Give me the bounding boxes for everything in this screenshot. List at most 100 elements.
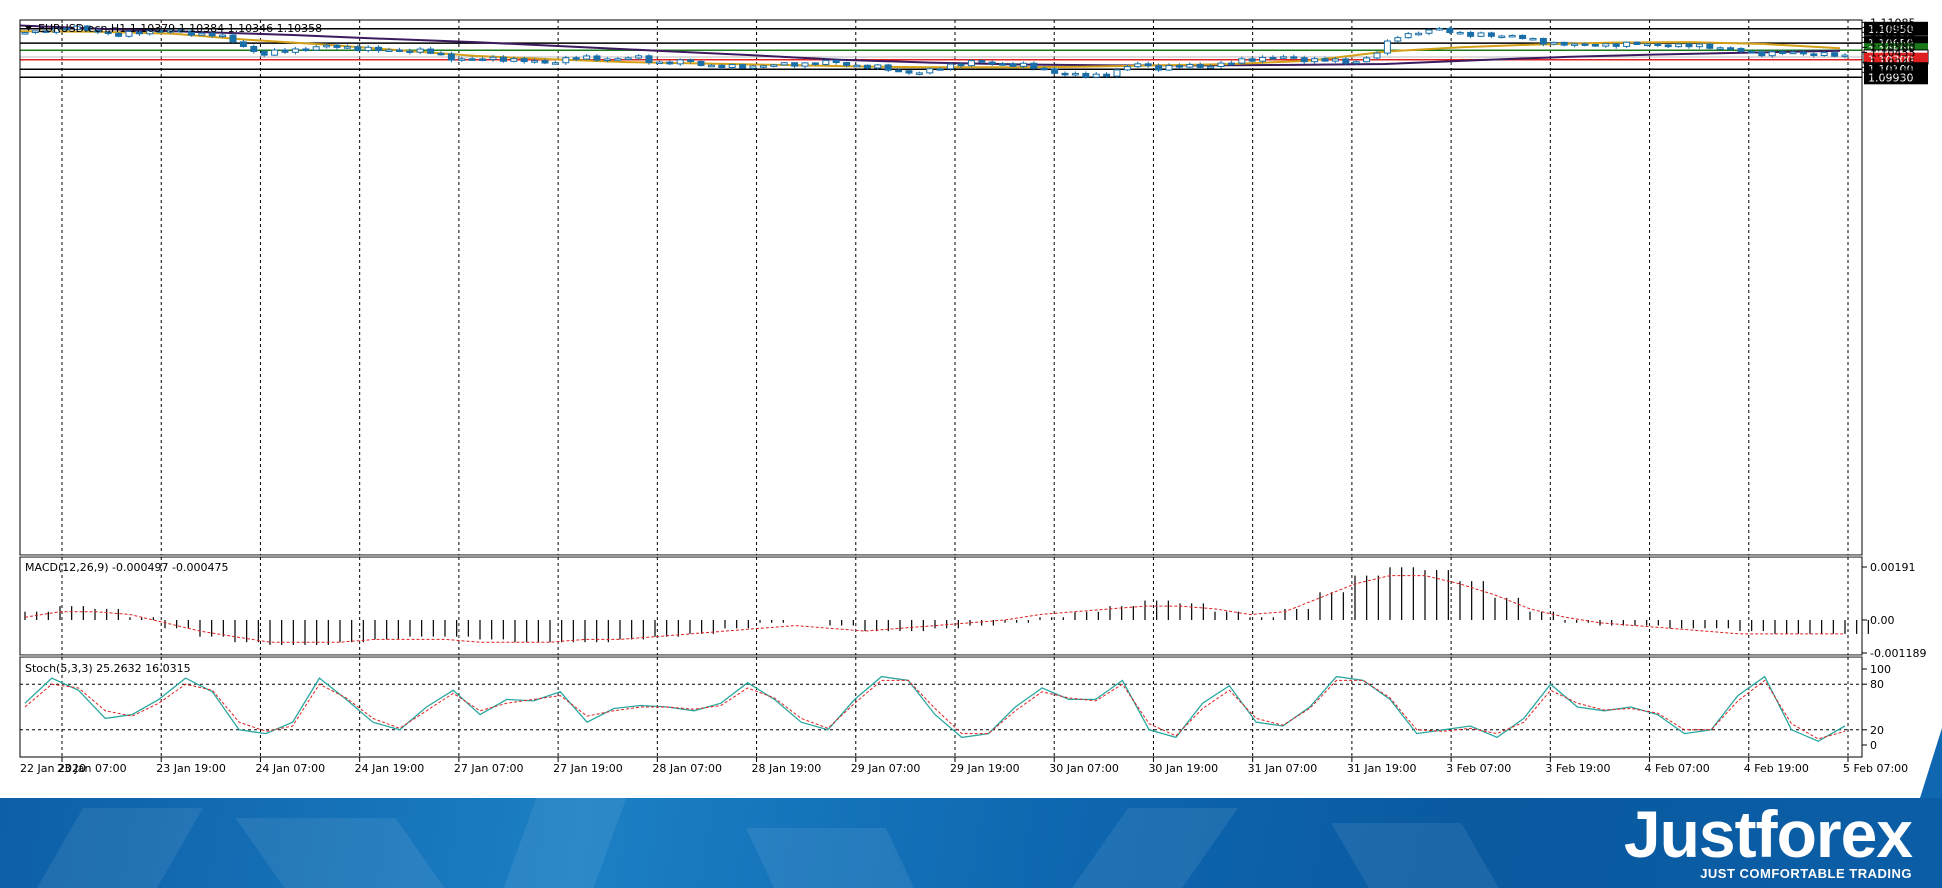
candle-body: [999, 63, 1007, 66]
candle-body: [167, 29, 175, 33]
brand-logo[interactable]: Justforex: [1623, 798, 1913, 871]
stoch-signal-line: [24, 679, 1846, 740]
stoch-axis-label: 100: [1870, 663, 1891, 676]
candle-body: [1030, 62, 1038, 69]
time-label: 23 Jan 07:00: [57, 762, 127, 775]
footer-shard: [235, 818, 445, 888]
candle-body: [177, 29, 185, 33]
candle-body: [447, 53, 455, 61]
candle-body: [1217, 62, 1225, 67]
candle-body: [707, 64, 715, 68]
candle-body: [1675, 43, 1683, 48]
time-label: 28 Jan 07:00: [652, 762, 722, 775]
candle-body: [1175, 65, 1183, 68]
candle-body: [593, 55, 601, 61]
indicator-labels: EURUSD.ecn,H1 1.10379 1.10384 1.10346 1.…: [25, 22, 322, 675]
candle-body: [1019, 62, 1027, 67]
candle-body: [375, 46, 383, 52]
candle-body: [1727, 47, 1735, 50]
candle-body: [1123, 66, 1131, 71]
ma-slow-line: [19, 24, 1841, 67]
candle-body: [791, 62, 799, 67]
time-label: 22 Jan 2020: [20, 762, 86, 775]
candle-body: [1539, 37, 1547, 45]
candle-body: [1643, 43, 1651, 46]
candle-body: [551, 62, 559, 65]
candle-body: [1082, 72, 1090, 78]
panel-frames: [19, 19, 1863, 758]
candle-body: [1425, 29, 1433, 34]
stoch-axis-label: 80: [1870, 678, 1884, 691]
macd-axis-label: 0.00: [1870, 614, 1895, 627]
candle-body: [21, 32, 29, 35]
candle-body: [1633, 41, 1641, 45]
candle-body: [260, 50, 268, 56]
candle-body: [1685, 43, 1693, 48]
level-tag: [1864, 21, 1928, 36]
footer-shard: [746, 828, 914, 888]
candle-body: [1415, 32, 1423, 36]
candle-body: [354, 46, 362, 51]
candle-body: [323, 44, 331, 48]
candle-body: [874, 64, 882, 69]
candle-body: [1529, 37, 1537, 41]
stoch-axis-label: 20: [1870, 724, 1884, 737]
footer-corner: [1920, 728, 1942, 798]
stochastic-panel: 100 80 20 0: [20, 663, 1891, 752]
candle-body: [967, 60, 975, 67]
candle-body: [1321, 58, 1329, 62]
price-label: 1.10980: [1870, 21, 1916, 34]
candle-body: [739, 64, 747, 69]
candle-body: [458, 58, 466, 61]
candle-body: [947, 63, 955, 70]
stoch-axis-label: 0: [1870, 739, 1877, 752]
candle-body: [187, 30, 195, 36]
moving-averages: [19, 24, 1841, 69]
candle-body: [1498, 35, 1506, 39]
price-label: 1.10455: [1870, 46, 1916, 59]
time-label: 4 Feb 19:00: [1744, 762, 1809, 775]
candle-body: [1654, 43, 1662, 46]
candle-body: [1394, 37, 1402, 42]
candle-body: [676, 59, 684, 65]
time-label: 24 Jan 19:00: [355, 762, 425, 775]
candle-body: [1779, 51, 1787, 54]
candle-body: [957, 63, 965, 67]
candle-body: [853, 64, 861, 68]
candle-body: [1113, 69, 1121, 77]
time-label: 27 Jan 19:00: [553, 762, 623, 775]
candle-body: [666, 61, 674, 65]
level-tag: [1864, 70, 1928, 85]
candle-body: [406, 50, 414, 53]
candle-body: [302, 48, 310, 51]
candle-body: [239, 41, 247, 48]
candle-body: [978, 60, 986, 63]
candle-body: [1383, 40, 1391, 54]
candle-body: [135, 30, 143, 35]
time-label: 29 Jan 07:00: [851, 762, 921, 775]
candle-body: [988, 61, 996, 65]
chart-background: [0, 0, 1942, 798]
candle-body: [926, 68, 934, 74]
candle-body: [697, 60, 705, 66]
price-chart[interactable]: 1.109501.106501.105001.103581.103001.101…: [0, 0, 1942, 798]
candle-body: [780, 62, 788, 66]
candle-body: [1144, 63, 1152, 67]
candle-body: [1768, 51, 1776, 57]
candle-body: [832, 59, 840, 64]
candle-body: [895, 69, 903, 73]
macd-panel: 0.00191 0.00 -0.001189: [24, 561, 1926, 660]
candle-body: [291, 48, 299, 53]
candle-body: [1810, 53, 1818, 56]
candle-body: [146, 30, 154, 35]
candle-body: [1747, 51, 1755, 54]
dropdown-triangle-icon[interactable]: [25, 26, 32, 31]
candle-body: [1363, 57, 1371, 63]
candle-body: [1487, 32, 1495, 37]
candle-body: [863, 64, 871, 69]
candle-body: [1789, 51, 1797, 55]
candle-body: [281, 49, 289, 53]
candle-body: [1051, 68, 1059, 74]
panel-separator: [20, 655, 1862, 657]
candle-body: [614, 58, 622, 61]
